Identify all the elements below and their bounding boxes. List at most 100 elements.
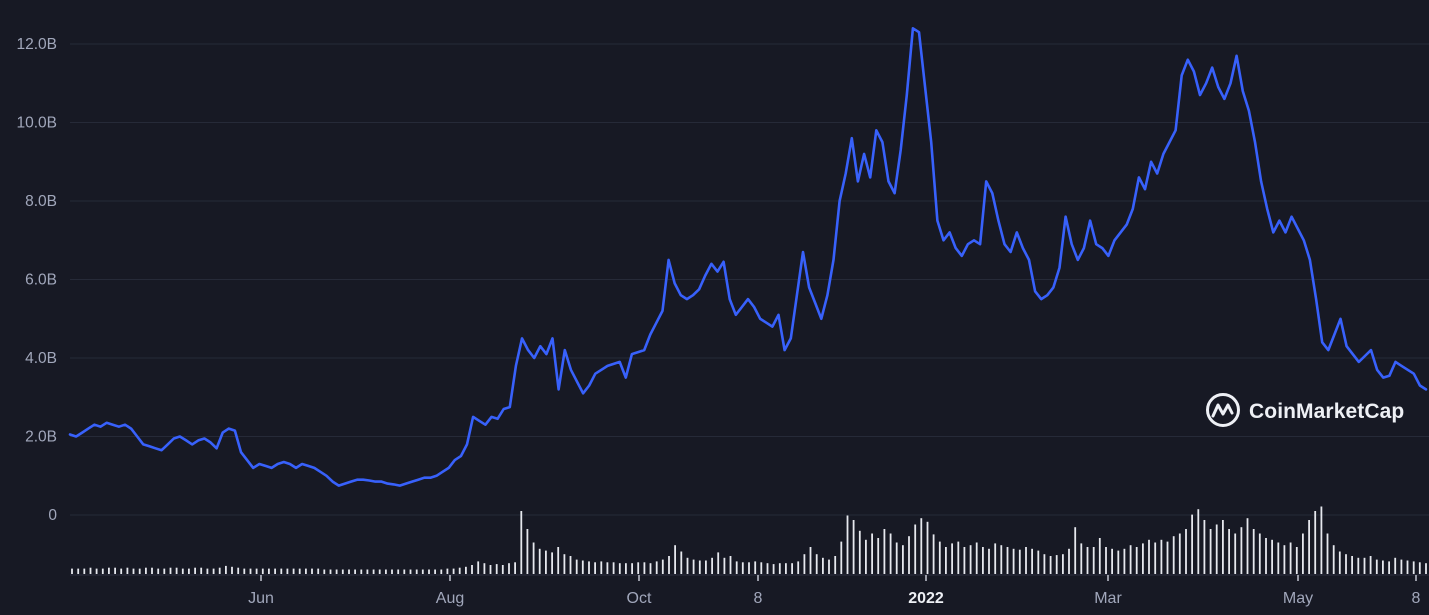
volume-bar <box>1043 554 1046 574</box>
volume-bar <box>385 569 387 574</box>
volume-bar <box>600 561 603 574</box>
volume-bar <box>1394 557 1397 574</box>
volume-bar <box>686 557 689 574</box>
volume-bar <box>1283 545 1286 574</box>
price-series-line <box>68 27 1428 487</box>
volume-bar <box>674 545 676 574</box>
volume-bar <box>1302 533 1304 574</box>
volume-bar <box>822 557 824 574</box>
volume-bar <box>477 561 480 574</box>
volume-bar <box>1049 556 1052 574</box>
volume-bar <box>741 562 744 574</box>
volume-bar <box>797 561 800 574</box>
volume-bar <box>1332 545 1335 574</box>
volume-bar <box>1338 551 1341 574</box>
x-tick-label: 8 <box>1412 590 1421 607</box>
volume-bar <box>865 539 867 574</box>
volume-bar <box>723 557 726 574</box>
volume-bar <box>1160 539 1163 574</box>
volume-bar <box>434 569 436 574</box>
volume-bar <box>748 562 750 574</box>
volume-bar <box>668 556 670 574</box>
volume-bar <box>1185 529 1187 574</box>
x-tick-label: Aug <box>436 590 464 607</box>
volume-bar <box>323 569 326 574</box>
volume-bar <box>877 538 880 574</box>
chart-gridlines <box>70 43 1429 516</box>
volume-bar <box>581 560 584 574</box>
volume-bar <box>692 559 695 574</box>
volume-bar <box>926 521 929 574</box>
volume-bar <box>988 548 990 574</box>
volume-bar <box>1055 555 1058 574</box>
y-tick-label: 0 <box>48 507 57 524</box>
volume-bar <box>588 561 590 574</box>
volume-bar <box>791 563 793 574</box>
volume-bar <box>575 559 578 574</box>
volume-bar <box>95 568 98 574</box>
volume-bar <box>932 534 935 574</box>
volume-bar <box>858 530 861 574</box>
volume-bar <box>403 569 406 574</box>
volume-bar <box>1369 556 1372 574</box>
volume-bar <box>883 529 886 574</box>
volume-bar <box>982 547 984 574</box>
volume-bar <box>440 569 443 574</box>
volume-bar <box>157 568 160 574</box>
volume-bar <box>975 542 978 574</box>
x-tick-label: Mar <box>1094 590 1122 607</box>
volume-bar <box>341 569 344 574</box>
volume-bar <box>1289 542 1292 574</box>
volume-bar <box>920 518 923 574</box>
volume-bar <box>397 569 400 574</box>
x-tick-label: May <box>1283 590 1313 607</box>
volume-bar <box>255 568 258 574</box>
volume-bar <box>871 533 873 574</box>
volume-bar <box>1105 547 1107 574</box>
y-tick-label: 4.0B <box>25 350 57 367</box>
volume-bar <box>1412 561 1415 574</box>
volume-bar <box>1191 514 1193 574</box>
volume-bar <box>83 568 86 574</box>
volume-bar <box>754 561 757 574</box>
volume-bar <box>132 568 135 574</box>
volume-bar <box>1215 524 1218 574</box>
volume-bar <box>120 568 123 574</box>
volume-bar <box>1209 529 1212 574</box>
volume-bar <box>1246 518 1249 574</box>
volume-bar <box>735 561 738 574</box>
volume-bar <box>969 545 972 574</box>
x-axis: Jun Aug Oct 8 2022 Mar May 8 <box>248 575 1421 607</box>
volume-bar <box>1111 548 1113 574</box>
volume-bar <box>181 568 184 574</box>
volume-bar <box>1012 548 1015 574</box>
volume-bar <box>421 569 424 574</box>
volume-bar <box>1154 542 1157 574</box>
volume-bar <box>329 569 332 574</box>
volume-bar <box>895 542 898 574</box>
volume-bar <box>231 566 233 574</box>
volume-bar <box>237 567 240 574</box>
volume-bar <box>212 568 215 574</box>
volume-bar <box>637 562 640 574</box>
volume-bar <box>452 568 455 574</box>
y-tick-label: 8.0B <box>25 193 57 210</box>
volume-bar <box>243 568 246 574</box>
volume-bar <box>1351 556 1353 574</box>
volume-bar <box>305 568 307 574</box>
volume-bar <box>428 569 430 574</box>
volume-bar <box>1228 529 1230 574</box>
volume-bar <box>1025 547 1027 574</box>
volume-bar <box>772 564 775 574</box>
volume-bar <box>914 524 917 574</box>
volume-bar <box>618 563 621 574</box>
y-tick-label: 6.0B <box>25 272 57 289</box>
volume-bar <box>957 541 960 574</box>
volume-bar <box>218 567 221 574</box>
volume-bars <box>71 506 1427 574</box>
volume-bar <box>766 563 769 574</box>
volume-bar <box>298 568 301 574</box>
volume-bar <box>514 562 516 574</box>
volume-bar <box>815 554 818 574</box>
volume-bar <box>261 568 264 574</box>
